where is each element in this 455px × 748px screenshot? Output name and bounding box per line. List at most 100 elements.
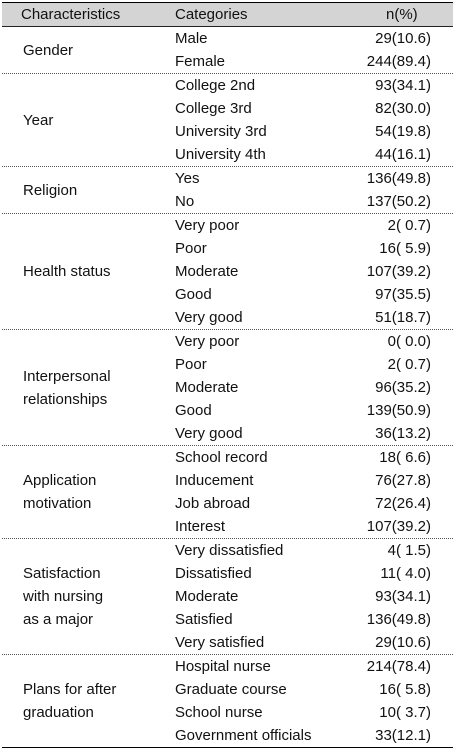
table-row: Job abroad 72(26.4) bbox=[153, 492, 453, 515]
table-row: Hospital nurse 214(78.4) bbox=[153, 655, 453, 678]
table-row: Very poor 0( 0.0) bbox=[153, 330, 453, 353]
count-percent-cell: 10( 3.7) bbox=[379, 704, 431, 721]
table-row: Government officials 33(12.1) bbox=[153, 724, 453, 747]
count-percent-cell: 107(39.2) bbox=[366, 263, 431, 280]
table-group: Year College 2nd 93(34.1) College 3rd 82(30.… bbox=[2, 74, 453, 167]
characteristic-label-line: Health status bbox=[23, 263, 111, 280]
count-percent-cell: 11( 4.0) bbox=[380, 565, 431, 582]
characteristic-label-line: graduation bbox=[23, 704, 94, 721]
category-cell: No bbox=[175, 193, 195, 210]
count-percent-cell: 136(49.8) bbox=[366, 611, 431, 628]
characteristic-label: Religion bbox=[2, 167, 153, 213]
category-cell: Government officials bbox=[175, 727, 312, 744]
category-cell: Hospital nurse bbox=[175, 658, 271, 675]
characteristic-label: Application motivation bbox=[2, 446, 153, 538]
table-group: Application motivation School record 18( 6.… bbox=[2, 446, 453, 539]
table-header: Characteristics Categories n(%) bbox=[2, 3, 453, 27]
table-row: Very satisfied 29(10.6) bbox=[153, 631, 453, 654]
table-group: Plans for after graduation Hospital nurse 2… bbox=[2, 655, 453, 747]
category-cell: Poor bbox=[175, 356, 207, 373]
category-cell: Moderate bbox=[175, 588, 239, 605]
characteristic-label-line: Interpersonal bbox=[23, 367, 111, 385]
header-n-percent: n(%) bbox=[386, 6, 418, 23]
count-percent-cell: 244(89.4) bbox=[366, 53, 431, 70]
count-percent-cell: 16( 5.8) bbox=[379, 681, 431, 698]
table-group: Interpersonal relationships Very poor 0( 0.… bbox=[2, 330, 453, 446]
characteristic-label: Gender bbox=[2, 27, 153, 73]
table-row: College 3rd 82(30.0) bbox=[153, 97, 453, 120]
category-cell: Yes bbox=[175, 170, 200, 187]
count-percent-cell: 33(12.1) bbox=[375, 727, 431, 744]
characteristic-label: Year bbox=[2, 74, 153, 166]
category-cell: Very poor bbox=[175, 333, 240, 350]
count-percent-cell: 107(39.2) bbox=[366, 518, 431, 535]
count-percent-cell: 29(10.6) bbox=[375, 634, 431, 651]
characteristic-label-line: Gender bbox=[23, 41, 74, 59]
category-cell: Satisfied bbox=[175, 611, 233, 628]
category-cell: Good bbox=[175, 402, 212, 419]
table-row: Moderate 107(39.2) bbox=[153, 260, 453, 283]
category-cell: University 3rd bbox=[175, 123, 267, 140]
table-row: Graduate course 16( 5.8) bbox=[153, 678, 453, 701]
count-percent-cell: 29(10.6) bbox=[375, 30, 431, 47]
category-cell: Graduate course bbox=[175, 681, 287, 698]
category-cell: Moderate bbox=[175, 379, 239, 396]
characteristic-label-line: Plans for after bbox=[23, 681, 117, 698]
table-row: Very good 36(13.2) bbox=[153, 422, 453, 445]
count-percent-cell: 136(49.8) bbox=[366, 170, 431, 187]
category-cell: Moderate bbox=[175, 263, 239, 280]
table-row: Poor 16( 5.9) bbox=[153, 237, 453, 260]
count-percent-cell: 97(35.5) bbox=[375, 286, 431, 303]
category-cell: Very poor bbox=[175, 217, 240, 234]
characteristic-label-line: Religion bbox=[23, 181, 78, 199]
table-row: Very dissatisfied 4( 1.5) bbox=[153, 539, 453, 562]
table-row: Female 244(89.4) bbox=[153, 50, 453, 73]
count-percent-cell: 93(34.1) bbox=[375, 77, 431, 94]
category-cell: Very satisfied bbox=[175, 634, 265, 651]
count-percent-cell: 214(78.4) bbox=[366, 658, 431, 675]
count-percent-cell: 4( 1.5) bbox=[387, 542, 431, 559]
header-categories: Categories bbox=[175, 6, 248, 23]
table-row: Very poor 2( 0.7) bbox=[153, 214, 453, 237]
table-row: Good 97(35.5) bbox=[153, 283, 453, 306]
category-cell: Inducement bbox=[175, 472, 254, 489]
table-row: Good 139(50.9) bbox=[153, 399, 453, 422]
category-cell: Very good bbox=[175, 309, 243, 326]
characteristic-label-line: motivation bbox=[23, 495, 92, 512]
category-cell: College 2nd bbox=[175, 77, 256, 94]
characteristic-label: Plans for after graduation bbox=[2, 655, 153, 747]
table-row: Yes 136(49.8) bbox=[153, 167, 453, 190]
count-percent-cell: 2( 0.7) bbox=[387, 356, 431, 373]
table-row: Satisfied 136(49.8) bbox=[153, 608, 453, 631]
count-percent-cell: 18( 6.6) bbox=[379, 449, 431, 466]
table-group: Health status Very poor 2( 0.7) Poor 16( 5.9… bbox=[2, 214, 453, 330]
table-group: Gender Male 29(10.6) Female 244(89.4) bbox=[2, 27, 453, 74]
category-cell: College 3rd bbox=[175, 100, 252, 117]
category-cell: School record bbox=[175, 449, 268, 466]
table-row: University 4th 44(16.1) bbox=[153, 143, 453, 166]
category-cell: Good bbox=[175, 286, 212, 303]
count-percent-cell: 36(13.2) bbox=[375, 425, 431, 442]
count-percent-cell: 96(35.2) bbox=[375, 379, 431, 396]
count-percent-cell: 72(26.4) bbox=[375, 495, 431, 512]
count-percent-cell: 139(50.9) bbox=[366, 402, 431, 419]
count-percent-cell: 44(16.1) bbox=[375, 146, 431, 163]
count-percent-cell: 93(34.1) bbox=[375, 588, 431, 605]
category-cell: University 4th bbox=[175, 146, 266, 163]
characteristic-label: Satisfaction with nursing as a major bbox=[2, 539, 153, 654]
characteristic-label: Interpersonal relationships bbox=[2, 330, 153, 445]
category-cell: Job abroad bbox=[175, 495, 251, 512]
characteristic-label-line: relationships bbox=[23, 390, 108, 408]
category-cell: Female bbox=[175, 53, 226, 70]
table-row: Moderate 93(34.1) bbox=[153, 585, 453, 608]
table-row: Male 29(10.6) bbox=[153, 27, 453, 50]
category-cell: Male bbox=[175, 30, 208, 47]
table-row: Interest 107(39.2) bbox=[153, 515, 453, 538]
table-row: Dissatisfied 11( 4.0) bbox=[153, 562, 453, 585]
table-row: Poor 2( 0.7) bbox=[153, 353, 453, 376]
count-percent-cell: 0( 0.0) bbox=[387, 333, 431, 350]
characteristic-label-line: with nursing bbox=[23, 588, 104, 605]
header-characteristics: Characteristics bbox=[21, 6, 121, 23]
characteristic-label-line: Application bbox=[23, 472, 97, 489]
